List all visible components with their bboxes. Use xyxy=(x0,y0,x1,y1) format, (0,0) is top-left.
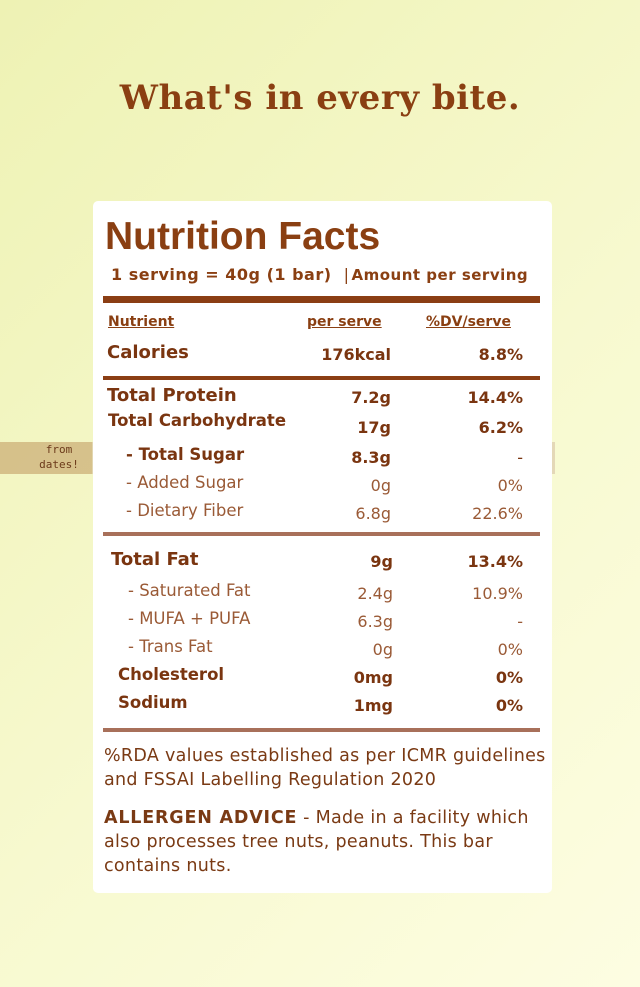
row-total-carbohydrate: Total Carbohydrate 17g 6.2% xyxy=(93,411,552,439)
divider xyxy=(103,728,540,732)
nutrient-dv: - xyxy=(517,612,523,631)
nutrient-value: 8.3g xyxy=(351,448,391,467)
nutrient-value: 0g xyxy=(370,476,391,495)
sugar-note-line-1: from xyxy=(45,443,73,456)
row-trans-fat: - Trans Fat 0g 0% xyxy=(93,637,552,665)
nutrient-name: Sodium xyxy=(118,693,188,712)
header-per-serve: per serve xyxy=(307,314,382,330)
nutrient-name: - Total Sugar xyxy=(126,445,245,464)
nutrient-dv: 14.4% xyxy=(467,388,523,407)
nutrient-name: - MUFA + PUFA xyxy=(128,609,251,628)
row-total-sugar: - Total Sugar 8.3g - xyxy=(93,445,552,473)
nutrient-dv: 0% xyxy=(497,640,523,659)
nutrient-name: Cholesterol xyxy=(118,665,225,684)
nutrient-value: 1mg xyxy=(353,696,393,715)
headline: What's in every bite. xyxy=(119,78,521,118)
nutrient-value: 9g xyxy=(370,552,393,571)
divider-thick xyxy=(103,296,540,303)
nutrient-value: 6.3g xyxy=(357,612,393,631)
sugar-note: from dates! xyxy=(0,442,92,474)
serving-info: 1 serving = 40g (1 bar) | Amount per serv… xyxy=(111,265,528,284)
nutrient-value: 0g xyxy=(372,640,393,659)
row-sodium: Sodium 1mg 0% xyxy=(93,693,552,721)
serving-separator: | xyxy=(343,265,350,284)
nutrient-dv: 10.9% xyxy=(472,584,523,603)
nutrient-dv: - xyxy=(517,448,523,467)
row-dietary-fiber: - Dietary Fiber 6.8g 22.6% xyxy=(93,501,552,529)
nutrition-facts-panel: Nutrition Facts 1 serving = 40g (1 bar) … xyxy=(93,201,552,893)
nutrient-dv: 0% xyxy=(497,476,523,495)
nutrient-value: 2.4g xyxy=(357,584,393,603)
amount-per-serving: Amount per serving xyxy=(351,266,529,284)
nutrient-value: 0mg xyxy=(353,668,393,687)
nutrient-name: Total Protein xyxy=(107,385,237,406)
nutrient-dv: 0% xyxy=(495,696,523,715)
nutrient-dv: 13.4% xyxy=(467,552,523,571)
rda-footnote: %RDA values established as per ICMR guid… xyxy=(104,746,546,790)
panel-title: Nutrition Facts xyxy=(105,215,381,258)
nutrient-dv: 22.6% xyxy=(472,504,523,523)
nutrient-name: Total Carbohydrate xyxy=(108,411,287,430)
serving-size: 1 serving = 40g (1 bar) xyxy=(111,265,332,284)
nutrient-name: - Saturated Fat xyxy=(128,581,251,600)
nutrient-name: - Trans Fat xyxy=(128,637,213,656)
row-added-sugar: - Added Sugar 0g 0% xyxy=(93,473,552,501)
row-total-fat: Total Fat 9g 13.4% xyxy=(93,549,552,577)
nutrient-dv: 0% xyxy=(495,668,523,687)
row-calories: Calories 176kcal 8.8% xyxy=(93,342,552,370)
nutrient-name: Calories xyxy=(107,342,189,363)
allergen-label: ALLERGEN ADVICE xyxy=(104,808,298,828)
nutrient-name: Total Fat xyxy=(111,549,199,570)
divider xyxy=(103,376,540,380)
nutrient-value: 6.8g xyxy=(355,504,391,523)
row-mufa-pufa: - MUFA + PUFA 6.3g - xyxy=(93,609,552,637)
nutrient-dv: 8.8% xyxy=(478,345,523,364)
sugar-note-line-2: dates! xyxy=(39,458,79,471)
allergen-text: - Made in a facility which also processe… xyxy=(104,808,529,876)
allergen-advice: ALLERGEN ADVICE - Made in a facility whi… xyxy=(104,806,549,878)
nutrient-value: 176kcal xyxy=(321,345,391,364)
nutrient-value: 7.2g xyxy=(351,388,391,407)
nutrient-name: - Dietary Fiber xyxy=(126,501,244,520)
row-cholesterol: Cholesterol 0mg 0% xyxy=(93,665,552,693)
nutrient-value: 17g xyxy=(357,418,391,437)
nutrient-name: - Added Sugar xyxy=(126,473,244,492)
header-nutrient: Nutrient xyxy=(108,314,175,330)
header-dv: %DV/serve xyxy=(426,314,511,330)
row-saturated-fat: - Saturated Fat 2.4g 10.9% xyxy=(93,581,552,609)
row-total-protein: Total Protein 7.2g 14.4% xyxy=(93,385,552,413)
nutrient-dv: 6.2% xyxy=(478,418,523,437)
divider xyxy=(103,532,540,536)
